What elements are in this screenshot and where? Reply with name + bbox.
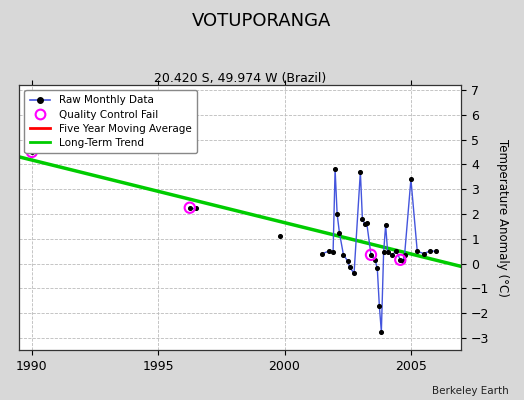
- Point: [185, 204, 194, 211]
- Point: [331, 166, 340, 172]
- Point: [392, 248, 400, 254]
- Text: Berkeley Earth: Berkeley Earth: [432, 386, 508, 396]
- Y-axis label: Temperature Anomaly (°C): Temperature Anomaly (°C): [496, 139, 509, 296]
- Point: [333, 211, 341, 217]
- Point: [339, 252, 347, 258]
- Point: [367, 252, 375, 258]
- Point: [425, 248, 434, 254]
- Point: [344, 258, 352, 264]
- Point: [329, 249, 337, 256]
- Point: [276, 233, 285, 240]
- Point: [396, 256, 405, 263]
- Point: [373, 265, 381, 272]
- Point: [388, 252, 396, 258]
- Title: 20.420 S, 49.974 W (Brazil): 20.420 S, 49.974 W (Brazil): [154, 72, 326, 85]
- Point: [432, 248, 440, 254]
- Point: [361, 221, 369, 227]
- Point: [28, 149, 36, 155]
- Point: [384, 249, 392, 256]
- Point: [335, 229, 344, 236]
- Legend: Raw Monthly Data, Quality Control Fail, Five Year Moving Average, Long-Term Tren: Raw Monthly Data, Quality Control Fail, …: [25, 90, 196, 153]
- Point: [375, 302, 384, 309]
- Point: [419, 250, 428, 257]
- Point: [400, 252, 409, 258]
- Point: [318, 250, 326, 257]
- Point: [345, 264, 354, 270]
- Point: [367, 252, 375, 258]
- Point: [407, 176, 415, 182]
- Point: [185, 204, 194, 211]
- Point: [356, 168, 365, 175]
- Point: [371, 256, 379, 263]
- Point: [377, 328, 386, 335]
- Point: [324, 248, 333, 254]
- Point: [28, 149, 36, 155]
- Point: [358, 216, 367, 222]
- Point: [350, 270, 358, 277]
- Point: [192, 204, 200, 211]
- Point: [396, 256, 405, 263]
- Point: [413, 248, 421, 254]
- Point: [381, 222, 390, 228]
- Point: [398, 258, 407, 264]
- Point: [379, 249, 388, 256]
- Text: VOTUPORANGA: VOTUPORANGA: [192, 12, 332, 30]
- Point: [363, 219, 371, 226]
